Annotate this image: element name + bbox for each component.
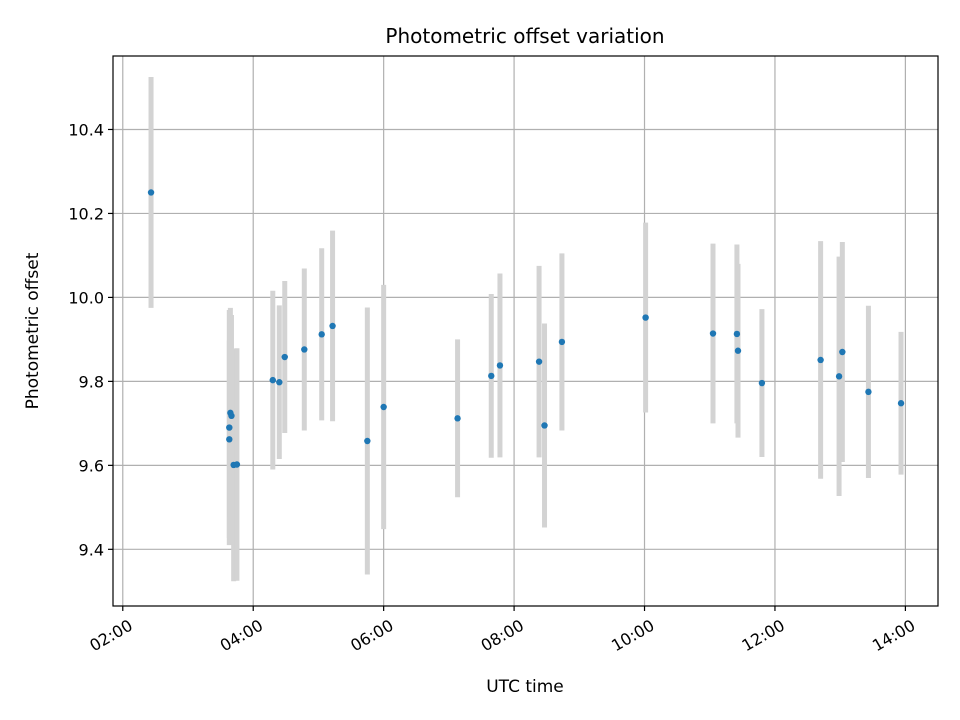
data-point (147, 189, 155, 196)
data-point (865, 388, 872, 396)
data-point (839, 348, 846, 356)
data-point (709, 330, 717, 337)
data-point (642, 314, 649, 321)
data-point (496, 362, 504, 369)
data-point (817, 356, 824, 364)
data-point (364, 437, 371, 445)
y-tick-label: 9.6 (79, 456, 104, 475)
data-point (281, 353, 288, 361)
data-point (269, 376, 276, 384)
data-point (228, 412, 235, 420)
data-point (380, 403, 387, 411)
data-point (318, 331, 325, 338)
data-point (758, 379, 766, 387)
data-point (329, 322, 336, 330)
y-tick-label: 10.4 (68, 120, 104, 139)
y-tick-label: 9.8 (79, 372, 104, 391)
y-tick-label: 10.2 (68, 204, 104, 223)
x-axis-title: UTC time (486, 677, 564, 697)
data-point (226, 436, 233, 443)
point-layer (147, 189, 905, 469)
data-point (535, 358, 543, 365)
data-point (558, 338, 566, 346)
data-point (488, 372, 495, 380)
data-point (897, 400, 905, 407)
data-point (233, 461, 241, 468)
data-point (226, 424, 233, 431)
y-tick-label: 10.0 (68, 288, 104, 307)
data-point (541, 422, 548, 429)
data-point (835, 373, 843, 380)
data-point (276, 379, 283, 386)
y-tick-label: 9.4 (79, 540, 104, 559)
y-axis-title: Photometric offset (23, 252, 43, 409)
plot-frame (112, 55, 939, 607)
data-point (301, 346, 308, 353)
data-point (734, 347, 742, 354)
data-point (454, 415, 461, 422)
chart-title: Photometric offset variation (385, 24, 664, 48)
data-point (733, 330, 741, 338)
